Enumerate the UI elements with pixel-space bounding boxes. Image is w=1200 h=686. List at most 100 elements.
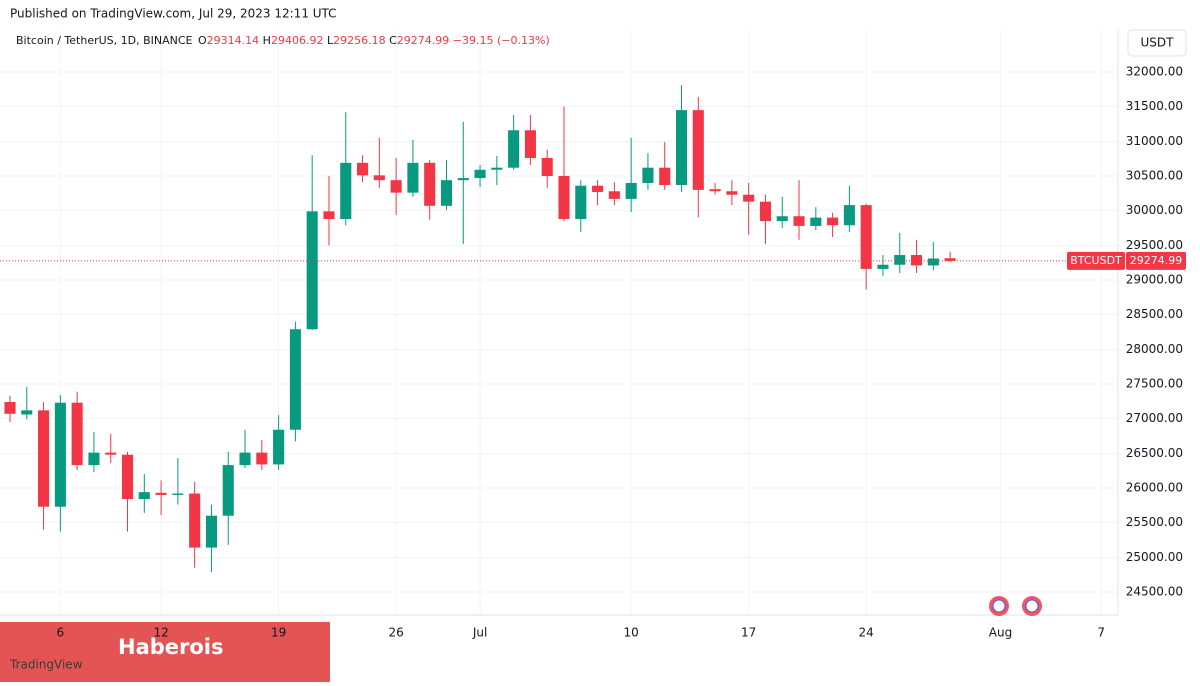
candle-body (373, 175, 385, 181)
candle-body (189, 493, 201, 548)
candle-body (927, 258, 939, 266)
x-tick-label: 24 (859, 626, 874, 640)
candle-body (508, 130, 520, 168)
watermark-box (0, 622, 330, 682)
y-tick-label: 29500.00 (1126, 238, 1183, 252)
candle-body (860, 205, 872, 269)
candle-body (911, 255, 923, 266)
candle-body (692, 110, 704, 190)
candle-body (491, 167, 503, 170)
candle-body (894, 255, 906, 265)
watermark: Haberois (118, 635, 224, 659)
candle-body (709, 189, 721, 192)
legend-high: 29406.92 (271, 34, 324, 47)
x-tick-label: 19 (271, 626, 286, 640)
candle-body (541, 157, 553, 177)
legend-c: C (389, 34, 397, 47)
candle-body (877, 264, 889, 269)
last-price-tag (1126, 251, 1186, 270)
y-tick-label: 31000.00 (1126, 134, 1183, 148)
candle-body (524, 130, 536, 158)
candle-body (793, 216, 805, 226)
event-icon-inner (992, 599, 1006, 613)
candle-body (172, 493, 184, 495)
candle-body (743, 194, 755, 202)
y-tick-label: 25000.00 (1126, 550, 1183, 564)
candle-body (675, 110, 688, 186)
candle-body (592, 185, 604, 192)
currency-label[interactable]: USDT (1141, 36, 1175, 50)
y-tick-label: 26000.00 (1126, 480, 1183, 494)
candle-body (4, 402, 16, 414)
y-tick-label: 28500.00 (1126, 307, 1183, 321)
x-tick-label: 12 (153, 626, 168, 640)
candles (4, 85, 956, 572)
candle-body (222, 465, 234, 516)
candle-body (625, 182, 637, 199)
x-tick-label: 10 (624, 626, 639, 640)
candle-body (71, 402, 83, 466)
candle-body (726, 191, 738, 195)
y-tick-label: 31500.00 (1126, 99, 1183, 113)
candle-body (843, 205, 855, 226)
legend: Bitcoin / TetherUS, 1D, BINANCE O29314.1… (16, 34, 550, 47)
candle-body (256, 452, 268, 465)
legend-close: 29274.99 (397, 34, 450, 47)
candle-body (357, 162, 369, 176)
candle-body (424, 162, 436, 206)
legend-open: 29314.14 (207, 34, 260, 47)
candle-body (323, 211, 335, 219)
event-icon-inner (1025, 599, 1039, 613)
y-tick-label: 27500.00 (1126, 376, 1183, 390)
y-tick-label: 28000.00 (1126, 342, 1183, 356)
last-price-label: 29274.99 (1130, 254, 1183, 267)
y-tick-label: 32000.00 (1126, 65, 1183, 79)
x-tick-label: 6 (57, 626, 65, 640)
candle-body (659, 167, 671, 186)
symbol-tag-label: BTCUSDT (1070, 254, 1122, 267)
candle-body (558, 176, 570, 219)
y-tick-label: 25500.00 (1126, 515, 1183, 529)
candle-body (340, 162, 352, 219)
candle-body (38, 410, 50, 507)
candle-body (810, 217, 822, 226)
y-tick-label: 30000.00 (1126, 203, 1183, 217)
y-tick-label: 24500.00 (1126, 584, 1183, 598)
y-tick-label: 29000.00 (1126, 273, 1183, 287)
candle-body (273, 429, 285, 465)
x-tick-labels: 6 12 19 26 Jul 10 17 24 Aug 7 (57, 626, 1105, 640)
candle-body (121, 454, 134, 500)
price-line-group: BTCUSDT 29274.99 (0, 251, 1186, 270)
legend-ohlc: O29314.14 H29406.92 L29256.18 C29274.99 … (198, 34, 550, 47)
candle-body (457, 178, 469, 181)
logo: TradingView (9, 658, 83, 672)
candle-body (306, 211, 318, 330)
candle-body (105, 452, 117, 455)
legend-title: Bitcoin / TetherUS, 1D, BINANCE (16, 34, 193, 47)
y-tick-label: 27000.00 (1126, 411, 1183, 425)
x-tick-label: Jul (472, 626, 487, 640)
x-tick-label: 17 (741, 626, 756, 640)
x-tick-label: 26 (388, 626, 403, 640)
candle-body (759, 201, 771, 222)
legend-l: L (327, 34, 334, 47)
legend-low: 29256.18 (333, 34, 386, 47)
candle-body (289, 329, 301, 430)
candle-body (776, 216, 788, 222)
candle-body (239, 452, 251, 466)
candle-body (54, 402, 66, 507)
candle-body (205, 515, 217, 548)
candle-body (575, 185, 587, 219)
y-tick-label: 30500.00 (1126, 169, 1183, 183)
candle-body (390, 180, 402, 193)
candle-body (474, 169, 486, 179)
x-tick-label: Aug (989, 626, 1012, 640)
currency-button[interactable] (1127, 29, 1187, 57)
candle-body (440, 180, 453, 206)
candle-body (944, 258, 956, 261)
legend-change: −39.15 (−0.13%) (453, 34, 550, 47)
symbol-tag (1067, 251, 1125, 270)
published-header: Published on TradingView.com, Jul 29, 20… (10, 7, 337, 21)
candle-body (827, 217, 839, 226)
